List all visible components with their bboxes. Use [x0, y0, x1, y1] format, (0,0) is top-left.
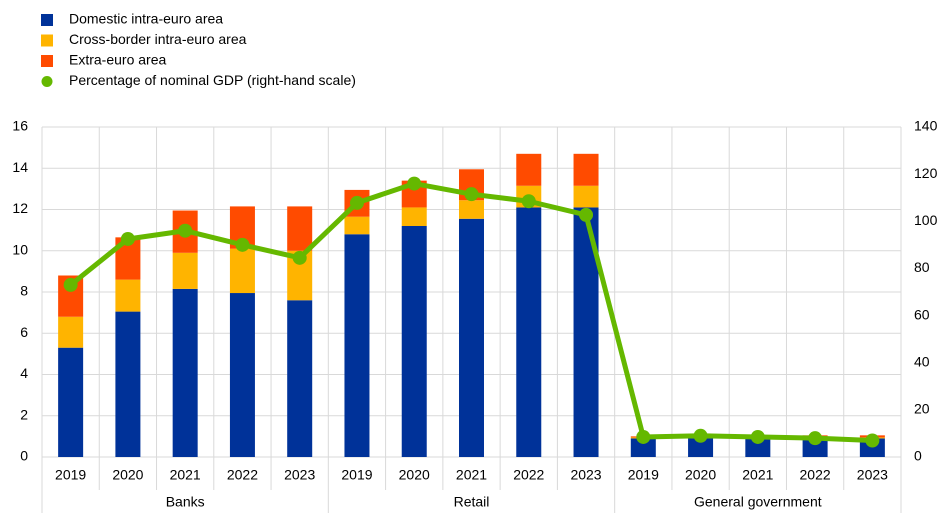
legend-label: Extra-euro area [69, 52, 166, 68]
line-marker [750, 429, 765, 444]
legend-marker [41, 34, 53, 47]
legend-marker [41, 76, 53, 87]
bar-segment [229, 293, 255, 457]
y2-tick-label: 40 [914, 353, 930, 369]
bar-segment [58, 347, 84, 457]
line-marker [579, 207, 594, 222]
line-marker [865, 433, 880, 448]
x-tick-label: 2021 [742, 467, 773, 483]
legend-label: Domestic intra-euro area [69, 11, 223, 27]
bar-segment [287, 206, 313, 251]
bar-segment [115, 279, 141, 312]
bar-segment [401, 207, 427, 226]
x-tick-label: 2019 [341, 467, 372, 483]
bar-segment [630, 438, 656, 457]
legend-label: Cross-border intra-euro area [69, 31, 247, 47]
y2-tick-label: 0 [914, 448, 922, 464]
bar-segment [802, 438, 828, 457]
legend-label: Percentage of nominal GDP (right-hand sc… [69, 72, 356, 88]
x-tick-label: 2022 [513, 467, 544, 483]
y2-tick-label: 60 [914, 306, 930, 322]
group-label: Banks [166, 494, 205, 510]
x-tick-label: 2020 [399, 467, 430, 483]
x-tick-label: 2022 [800, 467, 831, 483]
y-tick-label: 10 [12, 241, 28, 257]
y2-tick-label: 120 [914, 165, 938, 181]
bar-segment [344, 234, 370, 457]
y2-tick-label: 80 [914, 259, 930, 275]
y2-tick-label: 100 [914, 212, 938, 228]
x-tick-label: 2019 [55, 467, 86, 483]
group-label: General government [694, 494, 822, 510]
x-tick-label: 2020 [112, 467, 143, 483]
line-marker [808, 431, 823, 446]
bar-segment [688, 438, 714, 457]
y-tick-label: 6 [20, 324, 28, 340]
x-tick-label: 2021 [170, 467, 201, 483]
legend-marker [41, 55, 53, 67]
bar-segment [459, 218, 484, 457]
x-tick-label: 2023 [284, 467, 315, 483]
y-tick-label: 16 [12, 118, 28, 134]
line-marker [178, 223, 193, 238]
x-tick-label: 2023 [857, 467, 888, 483]
bar-segment [172, 288, 198, 457]
bar-segment [287, 300, 313, 457]
bar-segment [745, 438, 771, 457]
y-tick-label: 12 [12, 200, 28, 216]
line-marker [120, 231, 135, 246]
line-marker [693, 428, 708, 443]
line-marker [521, 194, 536, 209]
group-label: Retail [454, 494, 490, 510]
y-tick-label: 14 [12, 159, 28, 175]
line-marker [349, 195, 364, 210]
y-tick-label: 8 [20, 283, 28, 299]
y-tick-label: 4 [20, 365, 28, 381]
bar-segment [344, 216, 370, 235]
line-marker [636, 429, 651, 444]
x-tick-label: 2021 [456, 467, 487, 483]
bar-segment [58, 316, 84, 348]
line-marker [63, 277, 78, 292]
line-marker [407, 176, 422, 191]
legend-marker [41, 14, 53, 26]
x-tick-label: 2022 [227, 467, 258, 483]
bar-segment [115, 311, 141, 457]
bar-segment [573, 153, 599, 186]
y-tick-label: 0 [20, 448, 28, 464]
line-marker [292, 250, 307, 265]
bar-segment [516, 207, 542, 457]
x-tick-label: 2020 [685, 467, 716, 483]
line-marker [235, 237, 250, 252]
bar-segment [573, 185, 599, 208]
y-tick-label: 2 [20, 406, 28, 422]
bar-segment [401, 226, 427, 457]
x-tick-label: 2023 [570, 467, 601, 483]
bar-segment [459, 200, 484, 219]
bar-segment [172, 252, 198, 289]
line-marker [464, 187, 479, 202]
y2-tick-label: 140 [914, 118, 938, 134]
y2-tick-label: 20 [914, 401, 930, 417]
bar-segment [229, 248, 255, 294]
bar-segment [516, 153, 542, 186]
x-tick-label: 2019 [628, 467, 659, 483]
